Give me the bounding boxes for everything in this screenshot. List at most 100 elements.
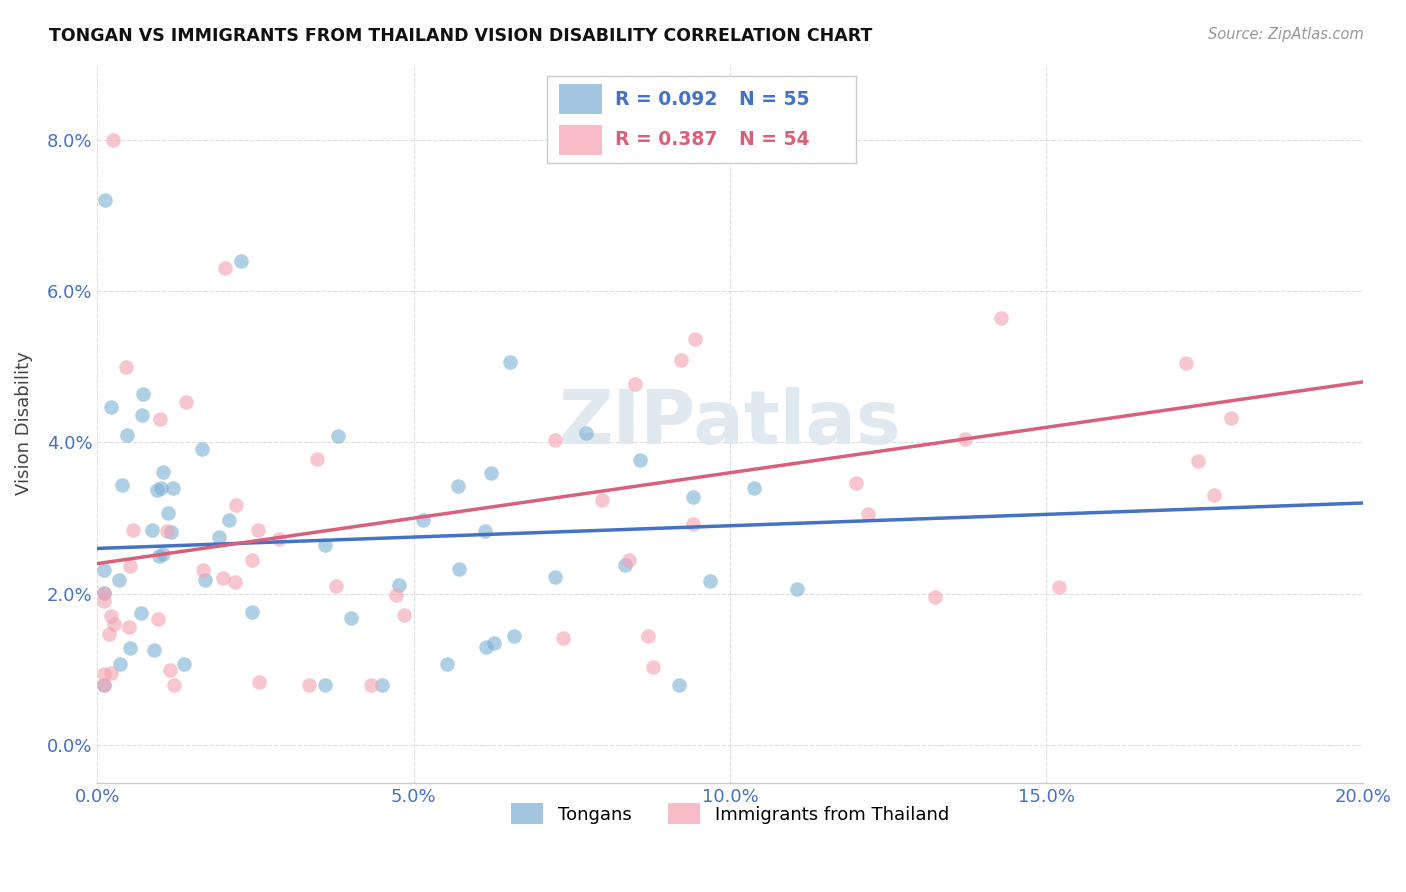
Point: [503, 629, 526, 643]
Point: [628, 453, 651, 467]
Point: [668, 678, 690, 692]
Point: [148, 549, 170, 563]
Point: [93, 563, 115, 577]
Point: [240, 553, 263, 567]
Point: [162, 481, 184, 495]
Y-axis label: Vision Disability: Vision Disability: [15, 351, 32, 495]
Point: [98, 626, 121, 640]
Point: [93, 666, 115, 681]
Point: [118, 641, 141, 656]
Point: [152, 547, 174, 561]
Point: [229, 253, 252, 268]
Point: [159, 664, 181, 678]
Point: [544, 570, 567, 584]
Point: [247, 523, 270, 537]
Point: [141, 523, 163, 537]
Point: [240, 605, 263, 619]
Point: [325, 579, 347, 593]
Point: [385, 588, 408, 602]
Point: [436, 657, 458, 671]
Point: [100, 666, 122, 681]
Point: [683, 333, 706, 347]
Point: [305, 451, 328, 466]
Point: [1047, 580, 1070, 594]
Point: [269, 532, 291, 546]
Point: [371, 678, 394, 692]
Point: [225, 498, 247, 512]
Point: [94, 194, 117, 208]
Point: [1187, 454, 1209, 468]
Point: [387, 578, 409, 592]
Point: [149, 411, 172, 425]
Point: [100, 400, 122, 414]
Point: [108, 573, 131, 587]
Point: [111, 477, 134, 491]
Point: [340, 611, 363, 625]
Point: [298, 678, 321, 692]
Point: [150, 481, 173, 495]
Point: [412, 513, 434, 527]
Point: [619, 553, 641, 567]
Point: [191, 563, 214, 577]
Point: [93, 586, 115, 600]
Point: [643, 660, 665, 674]
Point: [955, 432, 977, 446]
Point: [614, 558, 637, 572]
Point: [575, 425, 598, 440]
Point: [742, 482, 765, 496]
Point: [156, 506, 179, 520]
Point: [173, 657, 195, 672]
Point: [224, 574, 246, 589]
Point: [214, 261, 236, 276]
Point: [143, 643, 166, 657]
Point: [103, 133, 125, 147]
Point: [156, 524, 179, 538]
Point: [449, 562, 471, 576]
Point: [669, 352, 692, 367]
Point: [218, 513, 240, 527]
Point: [131, 408, 153, 422]
Point: [103, 617, 125, 632]
Point: [93, 593, 115, 607]
Point: [682, 517, 704, 532]
Point: [624, 376, 647, 391]
Point: [392, 607, 415, 622]
Point: [118, 559, 141, 574]
Point: [990, 310, 1012, 325]
Point: [152, 465, 174, 479]
Point: [699, 574, 721, 588]
Legend: Tongans, Immigrants from Thailand: Tongans, Immigrants from Thailand: [501, 793, 960, 835]
Point: [191, 442, 214, 457]
Point: [314, 538, 336, 552]
Point: [93, 586, 115, 600]
Point: [326, 428, 349, 442]
Point: [682, 490, 704, 504]
Point: [211, 571, 233, 585]
Point: [208, 530, 231, 544]
Point: [447, 479, 470, 493]
Point: [115, 427, 138, 442]
Point: [100, 608, 122, 623]
Point: [159, 524, 181, 539]
Point: [1202, 488, 1225, 502]
Point: [129, 606, 152, 620]
Point: [360, 678, 382, 692]
Point: [856, 507, 879, 521]
Point: [174, 395, 197, 409]
Point: [162, 678, 184, 692]
Point: [194, 573, 217, 587]
Point: [591, 493, 613, 508]
Point: [121, 524, 143, 538]
Point: [544, 433, 567, 447]
Text: Source: ZipAtlas.com: Source: ZipAtlas.com: [1208, 27, 1364, 42]
Text: TONGAN VS IMMIGRANTS FROM THAILAND VISION DISABILITY CORRELATION CHART: TONGAN VS IMMIGRANTS FROM THAILAND VISIO…: [49, 27, 873, 45]
Point: [314, 678, 336, 692]
Point: [115, 359, 138, 374]
Point: [475, 640, 498, 654]
Point: [479, 467, 502, 481]
Point: [108, 657, 131, 671]
Point: [118, 620, 141, 634]
Point: [637, 629, 659, 643]
Point: [146, 612, 169, 626]
Point: [1220, 411, 1243, 425]
